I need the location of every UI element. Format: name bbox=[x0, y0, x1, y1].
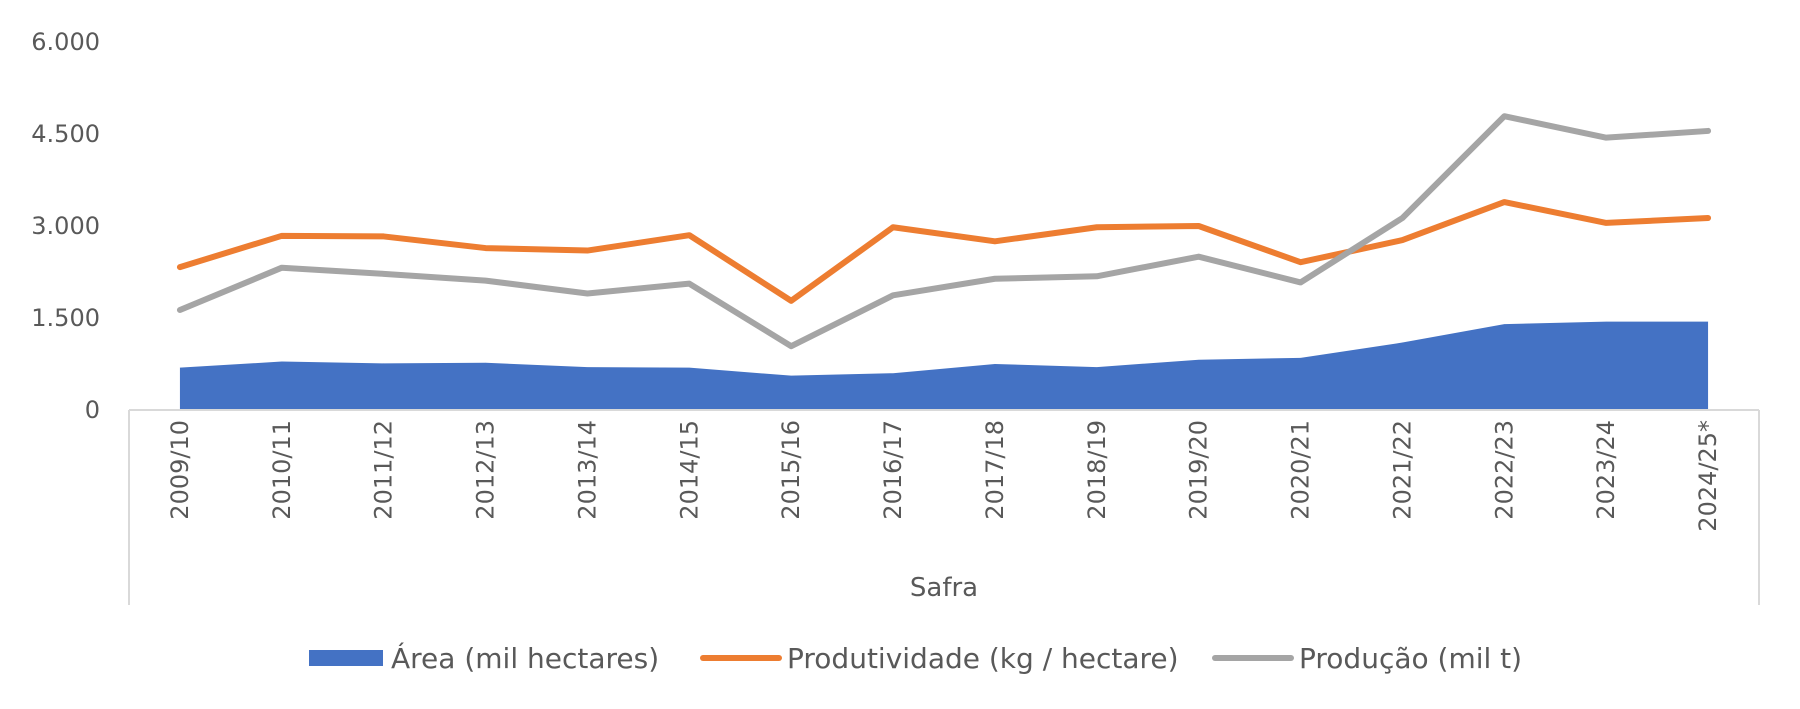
x-tick-label: 2018/19 bbox=[1083, 420, 1111, 520]
legend-swatch-area bbox=[309, 650, 383, 666]
x-tick-label: 2010/11 bbox=[268, 420, 296, 520]
x-tick-label: 2014/15 bbox=[675, 420, 703, 520]
x-tick-label: 2009/10 bbox=[166, 420, 194, 520]
x-tick-label: 2015/16 bbox=[777, 420, 805, 520]
y-tick-label: 3.000 bbox=[31, 212, 100, 240]
plot-frame bbox=[128, 410, 1760, 605]
x-tick-label: 2011/12 bbox=[370, 420, 398, 520]
producao-line bbox=[176, 113, 1712, 350]
area-series-fill bbox=[179, 321, 1709, 410]
x-tick-label: 2019/20 bbox=[1185, 420, 1213, 520]
line-layer bbox=[176, 113, 1712, 350]
legend: Área (mil hectares) Produtividade (kg / h… bbox=[309, 641, 1522, 675]
y-tick-label: 4.500 bbox=[31, 120, 100, 148]
x-axis-ticks: 2009/10 2010/11 2011/12 2012/13 2013/14 2014/… bbox=[166, 420, 1722, 532]
legend-label: Produtividade (kg / hectare) bbox=[787, 642, 1179, 675]
x-tick-label: 2012/13 bbox=[472, 420, 500, 520]
x-tick-label: 2024/25* bbox=[1694, 420, 1722, 532]
x-tick-label: 2022/23 bbox=[1490, 420, 1518, 520]
y-tick-label: 0 bbox=[85, 396, 100, 424]
x-tick-label: 2013/14 bbox=[573, 420, 601, 520]
x-tick-label: 2017/18 bbox=[981, 420, 1009, 520]
area-layer bbox=[179, 321, 1709, 410]
produtividade-line bbox=[176, 199, 1712, 304]
x-tick-label: 2023/24 bbox=[1592, 420, 1620, 520]
y-axis-ticks: 0 1.500 3.000 4.500 6.000 bbox=[31, 28, 100, 424]
legend-label: Produção (mil t) bbox=[1299, 642, 1522, 675]
x-tick-label: 2020/21 bbox=[1287, 420, 1315, 520]
legend-label: Área (mil hectares) bbox=[391, 641, 659, 675]
y-tick-label: 6.000 bbox=[31, 28, 100, 56]
x-tick-label: 2016/17 bbox=[879, 420, 907, 520]
x-tick-label: 2021/22 bbox=[1388, 420, 1416, 520]
x-axis-title: Safra bbox=[910, 573, 978, 603]
y-tick-label: 1.500 bbox=[31, 304, 100, 332]
